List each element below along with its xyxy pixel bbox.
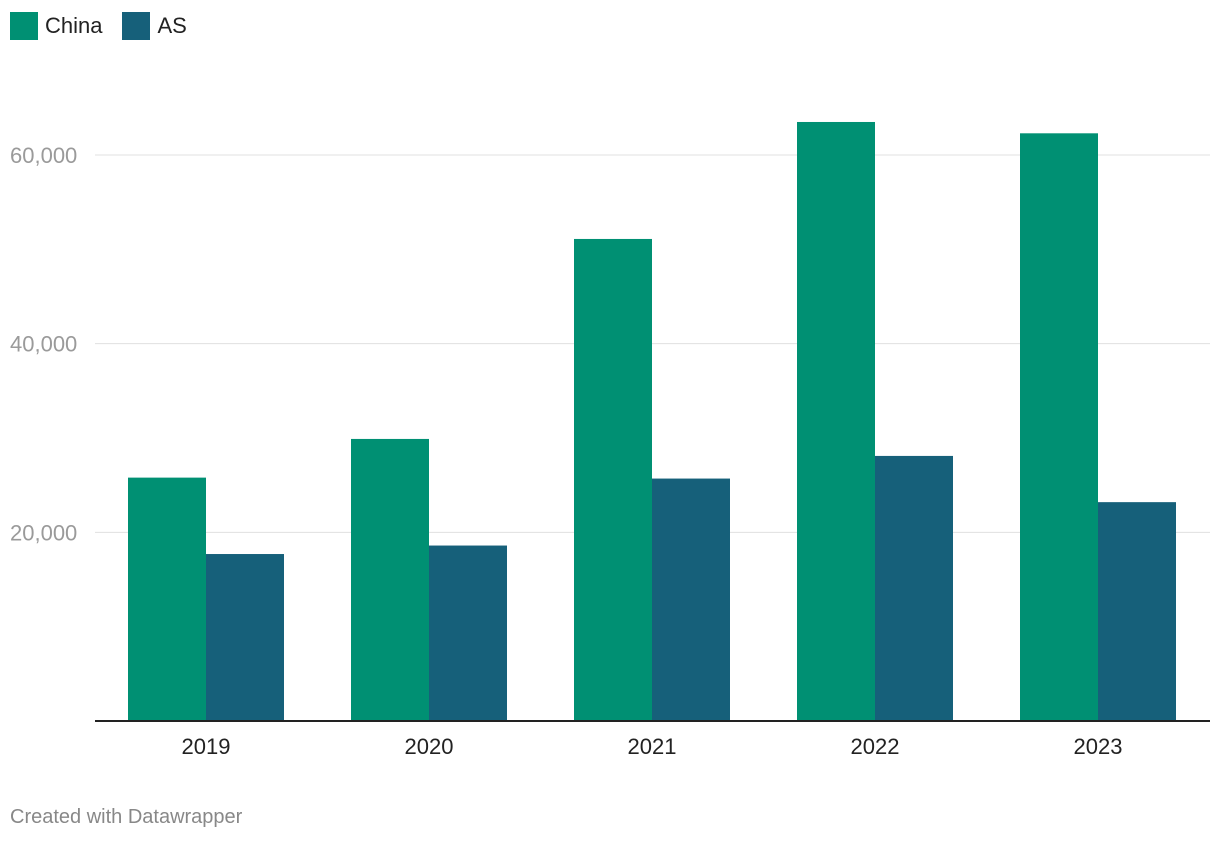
bar-china-2019 — [128, 477, 206, 721]
bar-as-2021 — [652, 478, 730, 721]
legend-item-as: AS — [122, 12, 187, 40]
x-tick-label-2021: 2021 — [628, 734, 677, 759]
footer-credit: Created with Datawrapper — [10, 806, 243, 828]
bar-china-2020 — [351, 438, 429, 721]
bar-as-2019 — [206, 554, 284, 721]
y-tick-label-40000: 40,000 — [10, 332, 77, 357]
bar-china-2021 — [574, 238, 652, 721]
legend-label-china: China — [45, 13, 103, 38]
legend-swatch-as — [122, 12, 151, 40]
bar-china-2023 — [1020, 133, 1098, 721]
chart-legend: China AS — [10, 12, 187, 40]
legend-label-as: AS — [157, 13, 187, 38]
y-tick-label-60000: 60,000 — [10, 143, 77, 168]
x-tick-label-2019: 2019 — [182, 734, 231, 759]
bar-as-2023 — [1098, 502, 1176, 721]
x-tick-label-2023: 2023 — [1074, 734, 1123, 759]
bar-as-2020 — [429, 545, 507, 721]
x-tick-label-2020: 2020 — [405, 734, 454, 759]
bar-as-2022 — [875, 455, 953, 721]
legend-item-china: China — [10, 12, 102, 40]
bar-china-2022 — [797, 121, 875, 721]
y-tick-label-20000: 20,000 — [10, 520, 77, 545]
x-tick-label-2022: 2022 — [851, 734, 900, 759]
legend-swatch-china — [10, 12, 38, 40]
